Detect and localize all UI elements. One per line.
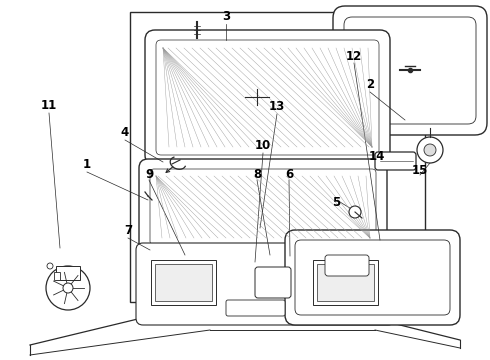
FancyBboxPatch shape — [226, 300, 285, 316]
FancyBboxPatch shape — [139, 159, 387, 255]
FancyBboxPatch shape — [344, 17, 476, 124]
Text: 6: 6 — [285, 167, 293, 180]
Bar — [155, 264, 212, 301]
FancyBboxPatch shape — [150, 169, 376, 245]
Bar — [151, 260, 216, 305]
Circle shape — [47, 263, 53, 269]
Bar — [54, 272, 60, 280]
FancyBboxPatch shape — [295, 240, 450, 315]
Text: 8: 8 — [253, 167, 261, 180]
Text: 5: 5 — [332, 195, 340, 208]
Circle shape — [46, 266, 90, 310]
Text: 11: 11 — [41, 99, 57, 112]
Bar — [56, 266, 80, 280]
Text: 7: 7 — [124, 224, 132, 237]
FancyBboxPatch shape — [255, 267, 291, 298]
Text: 9: 9 — [145, 167, 153, 180]
Text: 10: 10 — [255, 139, 271, 152]
Bar — [317, 264, 374, 301]
Circle shape — [417, 137, 443, 163]
FancyBboxPatch shape — [136, 243, 395, 325]
Circle shape — [63, 283, 73, 293]
Text: 15: 15 — [412, 163, 428, 176]
Text: 14: 14 — [369, 149, 385, 162]
FancyBboxPatch shape — [158, 222, 368, 297]
FancyBboxPatch shape — [169, 232, 357, 287]
Bar — [313, 260, 378, 305]
Bar — [130, 12, 425, 302]
Text: 3: 3 — [222, 9, 230, 23]
Text: 2: 2 — [366, 77, 374, 90]
Text: 1: 1 — [83, 158, 91, 171]
FancyBboxPatch shape — [145, 30, 390, 165]
FancyBboxPatch shape — [325, 255, 369, 276]
FancyBboxPatch shape — [333, 6, 487, 135]
FancyBboxPatch shape — [156, 40, 379, 155]
Circle shape — [424, 144, 436, 156]
Text: 4: 4 — [121, 126, 129, 139]
FancyBboxPatch shape — [285, 230, 460, 325]
Circle shape — [349, 206, 361, 218]
Text: 12: 12 — [346, 50, 362, 63]
Text: 13: 13 — [269, 99, 285, 113]
FancyBboxPatch shape — [375, 152, 416, 170]
